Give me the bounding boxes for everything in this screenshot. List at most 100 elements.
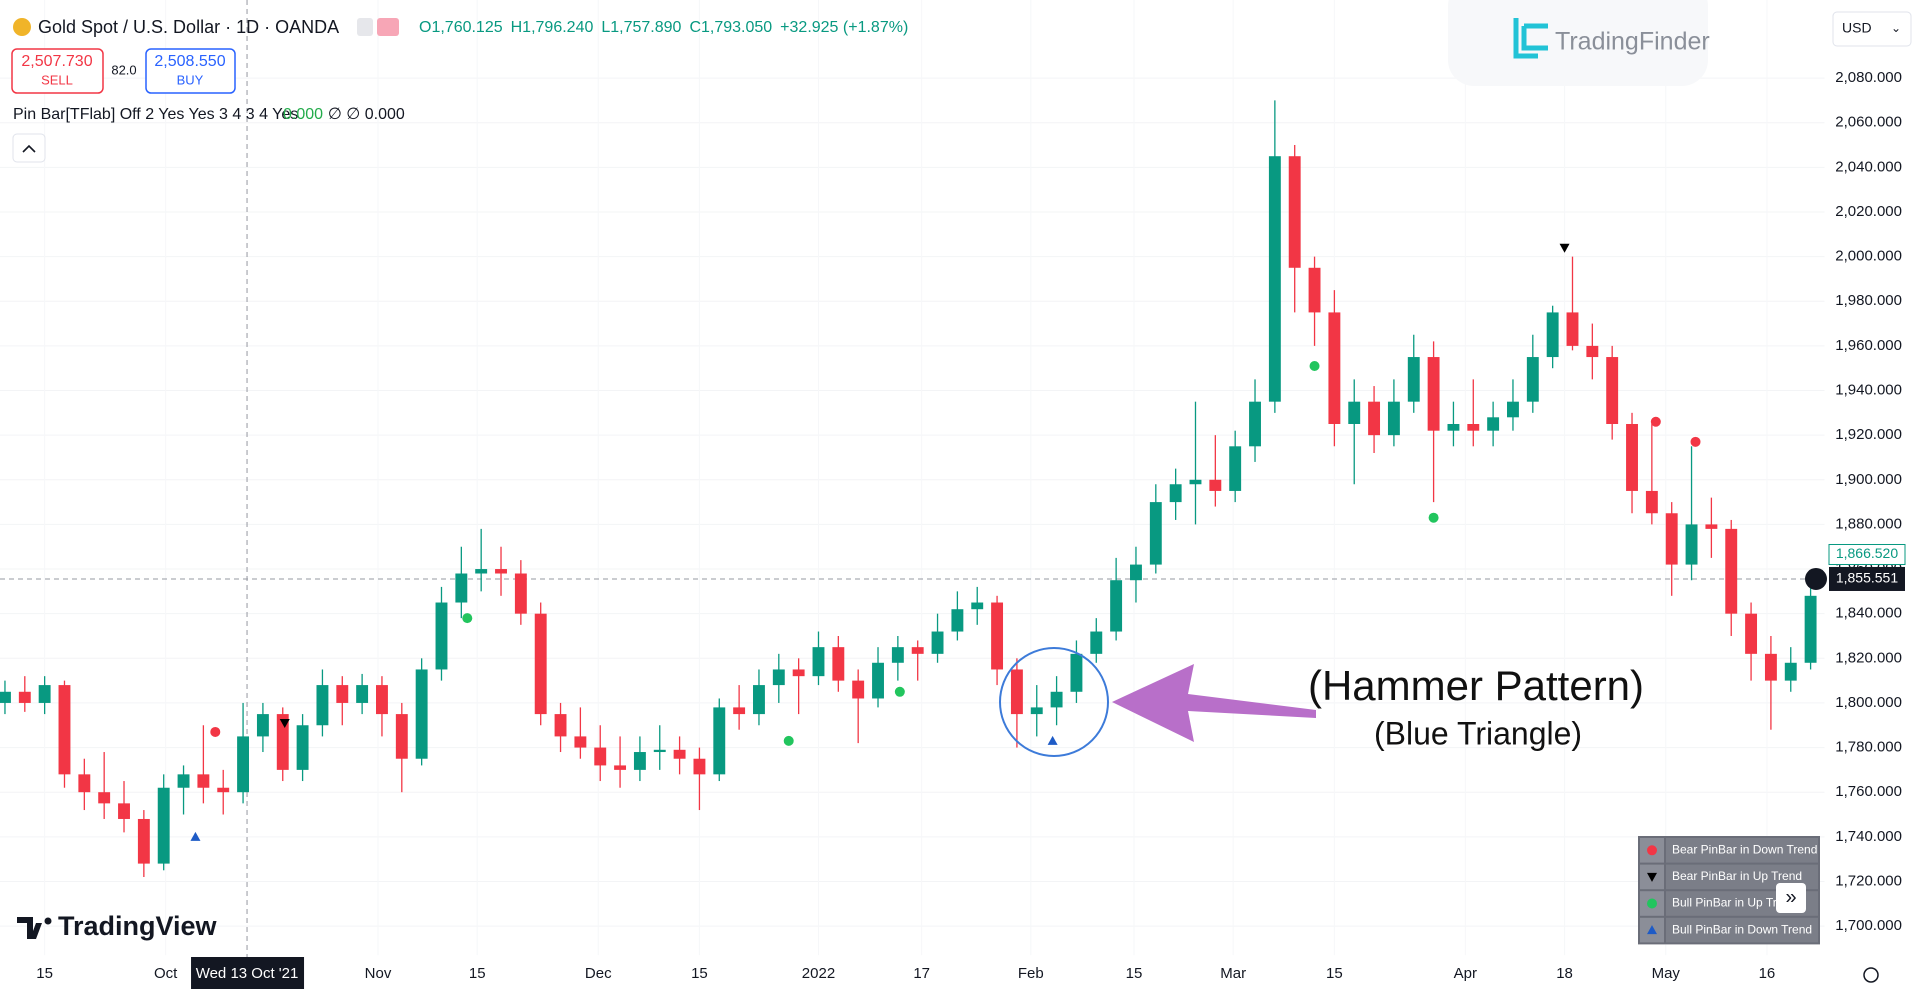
candle-body bbox=[772, 669, 785, 686]
candle-body bbox=[78, 774, 91, 793]
x-tick-label: Nov bbox=[365, 965, 392, 982]
dropdown-icon[interactable]: ⌄ bbox=[1891, 21, 1901, 35]
y-tick-label: 1,800.000 bbox=[1835, 694, 1902, 711]
expand-icon[interactable]: » bbox=[1785, 886, 1796, 908]
candle-body bbox=[554, 714, 567, 737]
candle-body bbox=[1169, 484, 1182, 503]
watermark-icon bbox=[1513, 18, 1548, 59]
currency[interactable]: USD bbox=[1842, 20, 1872, 36]
ohlc-value: +32.925 (+1.87%) bbox=[780, 19, 908, 36]
candle-body bbox=[58, 685, 71, 775]
symbol-title[interactable]: Gold Spot / U.S. Dollar · 1D · OANDA bbox=[38, 17, 339, 37]
candle-body bbox=[1685, 524, 1698, 565]
candle-body bbox=[1507, 401, 1519, 418]
y-tick-label: 1,820.000 bbox=[1835, 649, 1902, 666]
x-tick-label: 15 bbox=[36, 965, 53, 982]
candle-body bbox=[1010, 669, 1023, 715]
legend-text-cell bbox=[1666, 838, 1818, 863]
signal-triangle bbox=[1647, 872, 1657, 882]
add-price-button[interactable] bbox=[1805, 567, 1827, 590]
candle-body bbox=[633, 752, 646, 770]
candle-body bbox=[852, 680, 865, 699]
candle-body bbox=[1090, 631, 1103, 654]
candle-body bbox=[495, 569, 507, 574]
sell-button[interactable] bbox=[11, 48, 104, 94]
y-tick-label: 2,060.000 bbox=[1835, 114, 1902, 131]
candle-body bbox=[18, 691, 31, 703]
candle-body bbox=[991, 602, 1004, 670]
watermark: TradingFinder bbox=[1555, 28, 1710, 56]
candle-body bbox=[1110, 580, 1123, 632]
y-tick-label: 1,920.000 bbox=[1835, 426, 1902, 443]
candle-body bbox=[931, 631, 944, 654]
candle-body bbox=[614, 765, 627, 770]
legend-label: Bear PinBar in Down Trend bbox=[1672, 842, 1817, 856]
candle-body bbox=[356, 685, 369, 703]
candle-body bbox=[1487, 417, 1500, 431]
logo: TradingView bbox=[58, 911, 218, 941]
y-tick-label: 1,900.000 bbox=[1835, 471, 1902, 488]
x-tick-label: 15 bbox=[1126, 965, 1143, 982]
signal-dot bbox=[894, 686, 905, 697]
candle-body bbox=[1308, 267, 1321, 313]
y-tick-label: 1,780.000 bbox=[1835, 739, 1902, 756]
candle-body bbox=[177, 774, 190, 788]
x-tick-label: Apr bbox=[1454, 965, 1477, 982]
candle-body bbox=[157, 787, 170, 864]
candle-body bbox=[98, 792, 111, 804]
collapse-button[interactable] bbox=[12, 133, 46, 163]
x-tick-label: Dec bbox=[585, 965, 612, 982]
price-axis bbox=[1826, 0, 1920, 997]
candle-body bbox=[316, 685, 329, 726]
x-tick-label: Oct bbox=[154, 965, 178, 982]
x-tick-label: 16 bbox=[1759, 965, 1776, 982]
collapse-icon[interactable] bbox=[22, 144, 36, 153]
candle-body bbox=[1249, 401, 1261, 447]
sell-price[interactable]: 2,507.730 bbox=[21, 53, 92, 70]
legend-label: Bull PinBar in Down Trend bbox=[1672, 922, 1812, 936]
ohlc-value: C1,793.050 bbox=[689, 19, 772, 36]
candle-body bbox=[832, 647, 845, 681]
buy-label[interactable]: BUY bbox=[177, 72, 204, 87]
candle-body bbox=[276, 714, 289, 770]
buy-price[interactable]: 2,508.550 bbox=[154, 53, 225, 70]
y-tick-label: 1,720.000 bbox=[1835, 872, 1902, 889]
candle-body bbox=[1348, 401, 1361, 424]
candle-body bbox=[38, 685, 51, 703]
candle-body bbox=[1229, 446, 1242, 491]
buy-button[interactable] bbox=[145, 48, 236, 94]
y-tick-label: 1,740.000 bbox=[1835, 828, 1902, 845]
candle-body bbox=[1288, 156, 1301, 268]
x-tick-label: 15 bbox=[469, 965, 486, 982]
annotation: (Hammer Pattern) bbox=[1308, 662, 1644, 709]
signal-dot bbox=[1647, 898, 1657, 909]
candle-body bbox=[336, 685, 349, 703]
x-tick-label: Mar bbox=[1220, 965, 1246, 982]
candle-body bbox=[217, 787, 230, 793]
last-price-box bbox=[1828, 543, 1906, 565]
logo-icon bbox=[17, 917, 42, 939]
x-tick-label: 15 bbox=[691, 965, 708, 982]
candle-body bbox=[792, 669, 805, 677]
ohlc-values: O1,760.125 H1,796.240 L1,757.890 C1,793.050… bbox=[419, 19, 908, 36]
candle-body bbox=[1705, 524, 1718, 529]
expand-button[interactable] bbox=[1776, 883, 1806, 913]
candle-body bbox=[653, 749, 666, 753]
candle-body bbox=[713, 707, 726, 775]
candle-body bbox=[534, 613, 547, 715]
y-tick-label: 2,000.000 bbox=[1835, 248, 1902, 265]
x-tick-label: 15 bbox=[1326, 965, 1343, 982]
signal-dot bbox=[783, 735, 794, 746]
candle-body bbox=[951, 609, 964, 632]
candle-body bbox=[1745, 613, 1758, 654]
indicator-name[interactable]: Pin Bar[TFlab] Off 2 Yes Yes 3 4 3 4 Yes bbox=[13, 106, 298, 123]
settings-icon[interactable] bbox=[1863, 967, 1879, 983]
sell-label[interactable]: SELL bbox=[41, 72, 73, 87]
currency-button[interactable] bbox=[1832, 11, 1912, 47]
candle-body bbox=[872, 662, 884, 699]
candle-body bbox=[435, 602, 448, 670]
candle-body bbox=[1586, 345, 1599, 358]
candle-body bbox=[137, 818, 150, 864]
candle-body bbox=[673, 749, 686, 759]
